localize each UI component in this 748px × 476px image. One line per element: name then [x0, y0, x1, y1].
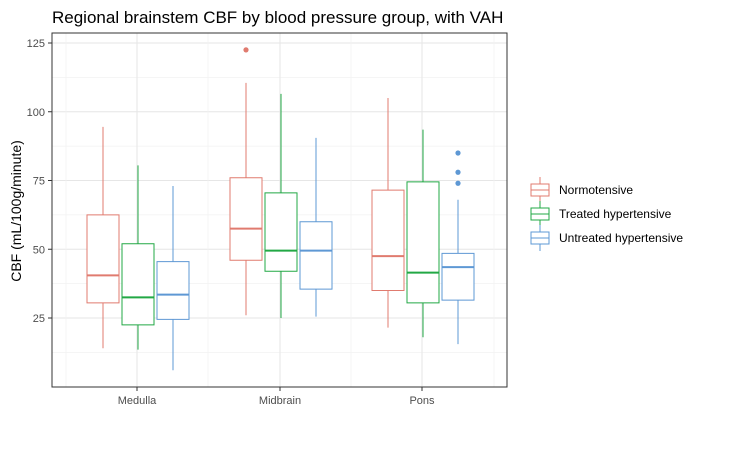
box-medulla-2	[156, 186, 190, 371]
y-tick-label: 25	[33, 313, 45, 325]
box-midbrain-0	[229, 47, 263, 316]
box-iqr	[406, 181, 440, 304]
box-iqr	[121, 243, 155, 326]
legend-label: Treated hypertensive	[559, 207, 672, 221]
box-pons-2	[441, 150, 475, 345]
box-medulla-0	[86, 126, 120, 349]
legend-item: Normotensive	[530, 177, 633, 203]
box-medulla-1	[121, 165, 155, 350]
box-midbrain-1	[264, 93, 298, 318]
box-iqr	[86, 214, 120, 304]
box-iqr	[264, 192, 298, 272]
y-axis-label: CBF (mL/100g/minute)	[8, 140, 24, 282]
box-iqr	[156, 261, 190, 320]
box-iqr	[371, 189, 405, 291]
outlier-point	[455, 169, 461, 175]
box-iqr	[441, 252, 475, 301]
box-pons-1	[406, 129, 440, 338]
outlier-point	[455, 180, 461, 186]
box-iqr	[299, 221, 333, 290]
legend-item: Untreated hypertensive	[530, 225, 683, 251]
outlier-point	[455, 150, 461, 156]
legend-item: Treated hypertensive	[530, 201, 672, 227]
box-pons-0	[371, 98, 405, 328]
y-tick-label: 75	[33, 176, 45, 188]
x-tick-label: Pons	[409, 395, 435, 407]
chart-title: Regional brainstem CBF by blood pressure…	[52, 8, 503, 27]
legend-label: Untreated hypertensive	[559, 231, 683, 245]
outlier-point	[243, 47, 249, 53]
x-tick-label: Medulla	[118, 395, 157, 407]
legend: Normotensive Treated hypertensive Untreate…	[530, 177, 683, 251]
x-tick-label: Midbrain	[259, 395, 301, 407]
legend-label: Normotensive	[559, 183, 633, 197]
y-tick-label: 100	[27, 107, 45, 119]
box-iqr	[229, 177, 263, 261]
y-tick-label: 50	[33, 244, 45, 256]
box-midbrain-2	[299, 137, 333, 317]
y-tick-label: 125	[27, 38, 45, 50]
